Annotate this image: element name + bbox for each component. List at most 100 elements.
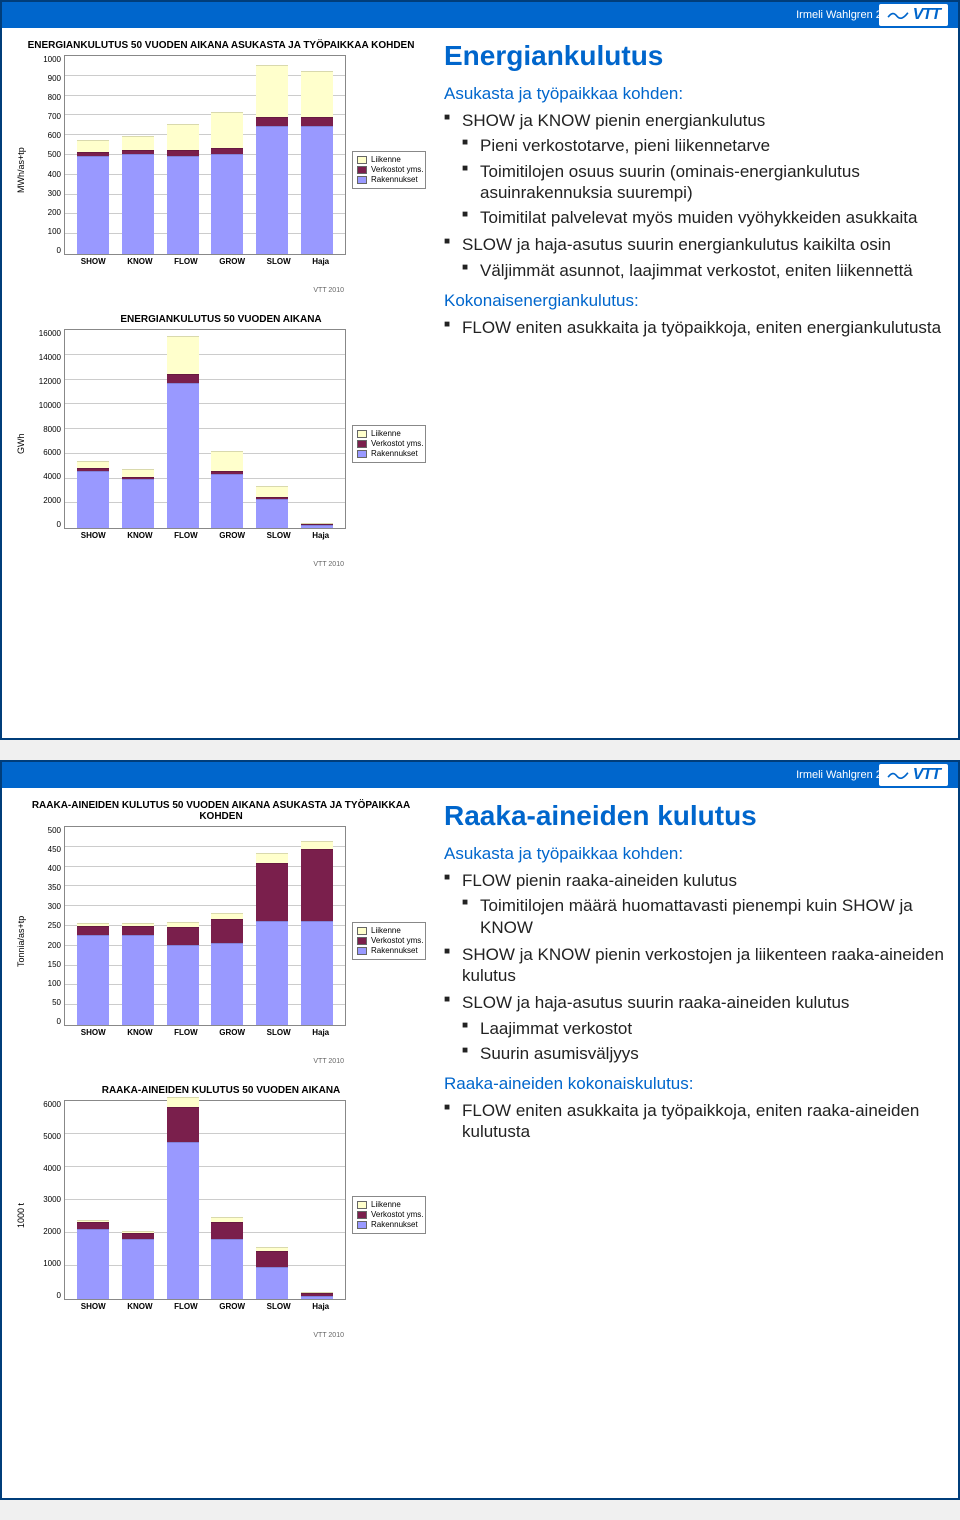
slide-title: Raaka-aineiden kulutus xyxy=(444,800,944,832)
bar xyxy=(301,523,333,529)
bar-segment xyxy=(211,1222,243,1239)
y-tick-label: 14000 xyxy=(30,353,61,362)
bar-segment xyxy=(211,919,243,943)
legend: LiikenneVerkostot yms.Rakennukset xyxy=(346,329,426,559)
intro-text: Asukasta ja työpaikkaa kohden: xyxy=(444,844,944,864)
bar-segment xyxy=(256,1251,288,1268)
y-tick-label: 700 xyxy=(30,112,61,121)
bar xyxy=(77,1220,109,1299)
x-tick-label: SHOW xyxy=(81,1028,106,1037)
legend-box: LiikenneVerkostot yms.Rakennukset xyxy=(352,151,426,189)
bar xyxy=(167,922,199,1025)
bar xyxy=(77,923,109,1025)
legend-swatch xyxy=(357,1211,367,1219)
y-tick-label: 1000 xyxy=(30,1259,61,1268)
bullet-text: FLOW eniten asukkaita ja työpaikkoja, en… xyxy=(462,318,941,337)
legend-label: Liikenne xyxy=(371,926,401,935)
bar-segment xyxy=(256,126,288,254)
x-tick-label: GROW xyxy=(219,1028,245,1037)
bar-segment xyxy=(167,1142,199,1299)
legend-box: LiikenneVerkostot yms.Rakennukset xyxy=(352,425,426,463)
gridline xyxy=(65,1133,345,1134)
legend-item: Liikenne xyxy=(357,155,421,164)
bar xyxy=(301,1292,333,1299)
plot-area: SHOWKNOWFLOWGROWSLOWHaja xyxy=(64,826,346,1056)
vtt-logo-icon xyxy=(887,8,909,22)
bar-segment xyxy=(211,474,243,528)
bullet-item: FLOW eniten asukkaita ja työpaikkoja, en… xyxy=(444,317,944,338)
y-tick-label: 250 xyxy=(30,921,61,930)
chart-footer: VTT 2010 xyxy=(16,1332,426,1339)
y-axis: 6000500040003000200010000 xyxy=(30,1100,64,1300)
vtt-logo: VTT xyxy=(879,4,948,26)
bar-segment xyxy=(122,136,154,150)
sub-bullet-item: Toimitilojen määrä huomattavasti pienemp… xyxy=(462,895,944,938)
x-axis: SHOWKNOWFLOWGROWSLOWHaja xyxy=(64,1026,346,1037)
plot-area: SHOWKNOWFLOWGROWSLOWHaja xyxy=(64,1100,346,1330)
y-tick-label: 0 xyxy=(30,520,61,529)
x-tick-label: FLOW xyxy=(174,1028,198,1037)
legend-label: Rakennukset xyxy=(371,1220,418,1229)
legend-label: Liikenne xyxy=(371,1200,401,1209)
bullet-item: SLOW ja haja-asutus suurin energiankulut… xyxy=(444,234,944,281)
bar-segment xyxy=(301,921,333,1025)
sub-bullet-item: Toimitilat palvelevat myös muiden vyöhyk… xyxy=(462,207,944,228)
bar-segment xyxy=(167,156,199,254)
chart-footer: VTT 2010 xyxy=(16,1058,426,1065)
chart-wrap: RAAKA-AINEIDEN KULUTUS 50 VUODEN AIKANA1… xyxy=(16,1085,426,1339)
sub-bullet-list: Väljimmät asunnot, laajimmat verkostot, … xyxy=(462,260,944,281)
vtt-logo: VTT xyxy=(879,764,948,786)
intro-text: Asukasta ja työpaikkaa kohden: xyxy=(444,84,944,104)
x-tick-label: KNOW xyxy=(127,1028,152,1037)
y-tick-label: 50 xyxy=(30,998,61,1007)
bar-segment xyxy=(77,140,109,152)
section-heading: Kokonaisenergiankulutus: xyxy=(444,291,944,311)
bar-segment xyxy=(122,154,154,254)
bullet-list: FLOW eniten asukkaita ja työpaikkoja, en… xyxy=(444,1100,944,1143)
bar-segment xyxy=(167,1107,199,1142)
y-tick-label: 12000 xyxy=(30,377,61,386)
bar-segment xyxy=(77,1222,109,1229)
x-tick-label: SLOW xyxy=(267,257,291,266)
legend-label: Verkostot yms. xyxy=(371,936,423,945)
legend-item: Rakennukset xyxy=(357,1220,421,1229)
y-tick-label: 5000 xyxy=(30,1132,61,1141)
chart-footer: VTT 2010 xyxy=(16,287,426,294)
bar xyxy=(256,65,288,254)
x-tick-label: SLOW xyxy=(267,531,291,540)
legend-swatch xyxy=(357,156,367,164)
bullet-text: SHOW ja KNOW pienin energiankulutus xyxy=(462,111,765,130)
y-axis-label: Tonnia/as+tp xyxy=(16,826,30,1056)
legend-swatch xyxy=(357,450,367,458)
sub-bullet-item: Toimitilojen osuus suurin (ominais-energ… xyxy=(462,161,944,204)
text-column: EnergiankulutusAsukasta ja työpaikkaa ko… xyxy=(444,40,944,724)
x-tick-label: SHOW xyxy=(81,1302,106,1311)
gridline xyxy=(65,354,345,355)
x-tick-label: GROW xyxy=(219,257,245,266)
x-tick-label: SHOW xyxy=(81,257,106,266)
y-tick-label: 300 xyxy=(30,902,61,911)
bar-segment xyxy=(301,117,333,126)
x-tick-label: GROW xyxy=(219,1302,245,1311)
y-tick-label: 400 xyxy=(30,170,61,179)
y-tick-label: 3000 xyxy=(30,1195,61,1204)
bar xyxy=(122,1231,154,1299)
legend-swatch xyxy=(357,430,367,438)
bar-segment xyxy=(256,486,288,498)
legend-swatch xyxy=(357,1221,367,1229)
section-heading: Raaka-aineiden kokonaiskulutus: xyxy=(444,1074,944,1094)
bar-segment xyxy=(256,117,288,126)
y-tick-label: 350 xyxy=(30,883,61,892)
legend-swatch xyxy=(357,1201,367,1209)
legend-item: Liikenne xyxy=(357,1200,421,1209)
y-tick-label: 6000 xyxy=(30,448,61,457)
plot xyxy=(64,329,346,529)
plot-area: SHOWKNOWFLOWGROWSLOWHaja xyxy=(64,329,346,559)
legend-label: Liikenne xyxy=(371,155,401,164)
y-axis: 1600014000120001000080006000400020000 xyxy=(30,329,64,529)
sub-bullet-item: Pieni verkostotarve, pieni liikennetarve xyxy=(462,135,944,156)
bar-segment xyxy=(122,1239,154,1299)
legend-label: Rakennukset xyxy=(371,175,418,184)
bar-segment xyxy=(211,943,243,1025)
bar xyxy=(77,140,109,254)
